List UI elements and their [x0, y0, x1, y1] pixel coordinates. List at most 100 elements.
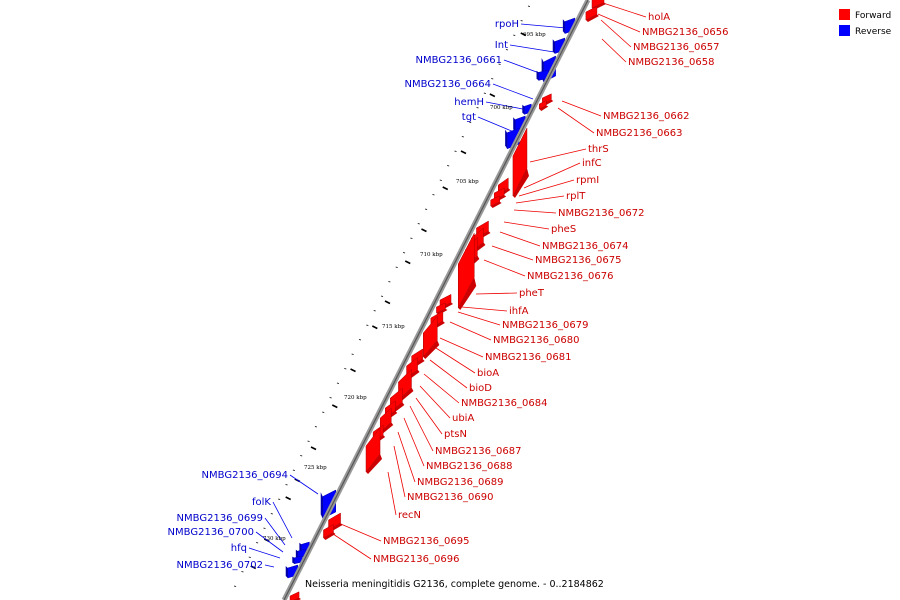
scale-label: 730 kbp [263, 536, 286, 542]
forward-gene-label: NMBG2136_0676 [527, 271, 613, 282]
tick-minor [447, 165, 450, 167]
tick-minor [233, 585, 237, 587]
forward-leader-line [403, 417, 425, 467]
reverse-leader-line [485, 101, 529, 111]
tick-minor [483, 92, 486, 94]
forward-gene-label: NMBG2136_0681 [485, 352, 571, 363]
legend-forward-label: Forward [855, 11, 891, 21]
legend: Forward Reverse [839, 9, 892, 37]
legend-forward-swatch [839, 9, 850, 20]
tick-minor [278, 498, 281, 500]
tick-major [310, 446, 317, 451]
tick-minor [417, 223, 420, 225]
tick-minor [358, 339, 362, 341]
forward-gene-label: NMBG2136_0680 [493, 335, 579, 346]
tick-minor [425, 208, 428, 210]
forward-leader-line [387, 471, 397, 516]
forward-leader-line [419, 385, 451, 419]
forward-leader-line [435, 347, 476, 374]
forward-gene-label: NMBG2136_0672 [558, 208, 644, 219]
forward-gene-label: NMBG2136_0657 [633, 42, 719, 53]
tick-minor [527, 5, 531, 7]
tick-minor [476, 107, 479, 109]
forward-gene-arrow [490, 195, 502, 208]
forward-gene-label: holA [648, 12, 670, 23]
reverse-gene-label: tgt [462, 112, 476, 123]
legend-reverse-swatch [839, 25, 850, 36]
forward-leader-line [461, 306, 508, 312]
forward-gene-label: rplT [566, 191, 586, 202]
forward-leader-line [439, 337, 484, 358]
forward-gene-label: NMBG2136_0689 [417, 477, 503, 488]
tick-major [404, 260, 411, 265]
forward-leader-line [491, 245, 534, 261]
tick-major [520, 32, 527, 37]
tick-minor [513, 34, 516, 36]
scale-label: 725 kbp [304, 465, 327, 471]
tick-minor [336, 382, 340, 384]
gene-labels: holA NMBG2136_0656 NMBG2136_0657 NMBG2136_0… [168, 12, 729, 571]
reverse-gene-label: NMBG2136_0694 [202, 470, 288, 481]
forward-gene-label: NMBG2136_0679 [502, 320, 588, 331]
reverse-leader-line [503, 59, 543, 75]
reverse-leader-line [492, 83, 534, 100]
forward-leader-line [597, 13, 641, 33]
tick-minor [395, 266, 398, 268]
forward-gene-arrow [365, 427, 383, 474]
tick-minor [351, 353, 354, 355]
tick-minor [520, 20, 523, 22]
forward-leader-line [601, 38, 627, 63]
forward-gene-label: ihfA [509, 306, 529, 317]
forward-leader-line [397, 431, 416, 483]
forward-leader-line [457, 311, 501, 326]
tick-major [371, 325, 378, 330]
forward-leader-line [602, 2, 647, 18]
forward-gene-label: pheS [551, 224, 576, 235]
tick-minor [410, 237, 413, 239]
scale-labels: 695 kbp 700 kbp 705 kbp 710 kbp 715 kbp 720 k… [263, 32, 546, 542]
tick-minor [241, 571, 244, 573]
tick-major [350, 368, 356, 373]
tick-minor [307, 440, 310, 442]
scale-label: 715 kbp [382, 324, 405, 330]
forward-gene-label: ptsN [444, 429, 467, 440]
forward-leader-line [409, 405, 434, 452]
legend-reverse-label: Reverse [855, 27, 892, 37]
reverse-gene-label: NMBG2136_0700 [168, 527, 254, 538]
forward-gene-label: thrS [588, 144, 609, 155]
forward-gene-arrow [289, 591, 302, 600]
forward-gene-label: infC [582, 158, 602, 169]
leader-lines [248, 2, 647, 568]
forward-gene-label: NMBG2136_0695 [383, 536, 469, 547]
reverse-gene-label: hfq [231, 543, 247, 554]
tick-minor [285, 484, 288, 486]
reverse-gene-label: NMBG2136_0661 [416, 55, 502, 66]
forward-leader-line [499, 231, 541, 247]
tick-minor [300, 455, 303, 457]
forward-gene-label: NMBG2136_0663 [596, 128, 682, 139]
tick-major [489, 93, 496, 98]
tick-major [285, 496, 292, 501]
tick-minor [380, 295, 384, 297]
tick-major [460, 150, 467, 155]
tick-minor [329, 397, 332, 399]
forward-gene-label: pheT [519, 288, 545, 299]
reverse-leader-line [264, 564, 275, 568]
forward-gene-label: NMBG2136_0687 [435, 446, 521, 457]
tick-minor [373, 310, 376, 312]
forward-gene-label: recN [398, 510, 421, 521]
reverse-gene-label: Int [495, 40, 508, 51]
tick-minor [248, 556, 251, 558]
forward-gene-label: NMBG2136_0696 [373, 554, 459, 565]
tick-minor [491, 78, 494, 80]
tick-minor [432, 194, 435, 196]
forward-leader-line [393, 445, 406, 498]
tick-minor [469, 121, 472, 123]
scale-label: 710 kbp [420, 252, 443, 258]
reverse-gene-arrow [320, 489, 336, 520]
reverse-leader-line [255, 531, 284, 553]
forward-gene-arrow [512, 127, 529, 198]
forward-leader-line [529, 148, 587, 163]
forward-leader-line [515, 195, 565, 204]
